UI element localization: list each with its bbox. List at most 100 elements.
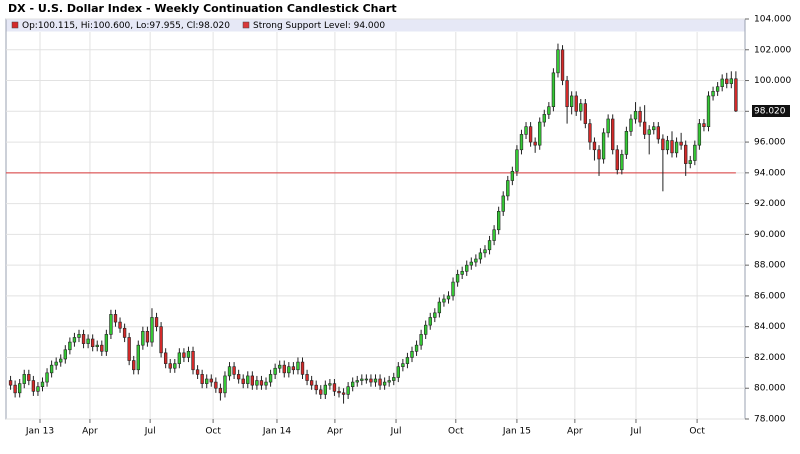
candle-body (592, 141, 597, 151)
candle-body (378, 378, 382, 386)
y-tick-label: 80.000 (754, 384, 786, 394)
candle-body (478, 252, 483, 260)
candle-body (387, 380, 391, 383)
candle-body (565, 80, 569, 107)
candle-body (250, 375, 255, 386)
candle-body (684, 144, 688, 164)
candle-body (647, 129, 651, 135)
candle-body (282, 364, 286, 374)
candle-body (236, 374, 241, 380)
candle-body (360, 378, 364, 381)
candle-body (583, 103, 588, 124)
candle-body (656, 126, 660, 140)
candle-body (556, 49, 560, 74)
candle-body (474, 258, 478, 263)
legend-swatch (11, 21, 19, 29)
candle-body (615, 149, 619, 171)
candle-body (346, 386, 350, 395)
candle-body (300, 361, 305, 375)
y-tick-label: 82.000 (754, 353, 786, 363)
candle-body (273, 367, 277, 375)
candle-body (100, 344, 104, 352)
candle-body (547, 106, 551, 115)
candle-body (451, 281, 455, 297)
candle-body (638, 111, 642, 123)
x-tick-label: Oct (689, 427, 705, 437)
candle-body (328, 383, 332, 386)
candle-body (392, 377, 396, 381)
candle-body (560, 49, 565, 81)
x-tick-label: Oct (205, 427, 221, 437)
candle-body (341, 392, 346, 395)
candle-body (40, 381, 45, 387)
candle-body (501, 195, 505, 212)
candle-body (95, 344, 99, 347)
candle-body (679, 141, 683, 146)
candle-body (241, 378, 245, 384)
candle-body (674, 141, 679, 154)
candle-body (54, 361, 58, 366)
candle-body (601, 132, 606, 160)
candle-body (469, 261, 473, 266)
candle-body (428, 317, 432, 326)
y-tick-label: 88.000 (754, 261, 786, 271)
candle-body (401, 363, 405, 367)
candle-body (268, 374, 273, 383)
candle-body (382, 381, 387, 386)
x-tick-label: Oct (448, 427, 464, 437)
candle-body (715, 86, 720, 92)
legend-label: Op:100.115, Hi:100.600, Lo:97.955, Cl:98… (22, 21, 230, 31)
candle-body (524, 126, 528, 135)
candle-body (670, 140, 674, 154)
candle-body (410, 351, 414, 358)
candle-body (446, 295, 451, 300)
legend-swatch (242, 21, 250, 29)
candle-body (36, 386, 40, 392)
candle-body (369, 378, 373, 383)
candle-body (45, 372, 49, 383)
candle-body (419, 334, 423, 346)
x-tick-label: Jan 13 (25, 427, 54, 437)
candle-body (652, 126, 656, 131)
candle-body (205, 378, 209, 384)
candle-body (278, 364, 282, 369)
candle-body (31, 380, 36, 392)
candle-body (351, 381, 355, 387)
candle-body (159, 326, 163, 354)
candle-body (611, 118, 615, 151)
plot-area (5, 18, 746, 420)
candle-body (8, 380, 13, 386)
y-tick-label: 86.000 (754, 291, 786, 301)
candle-body (455, 274, 460, 283)
candle-body (72, 337, 77, 343)
y-tick-label: 78.000 (754, 415, 786, 425)
candle-body (86, 338, 90, 344)
legend-label: Strong Support Level: 94.000 (253, 21, 385, 31)
x-tick-label: Jul (390, 427, 402, 437)
candle-body (706, 95, 711, 127)
candle-body (465, 264, 469, 272)
candle-body (506, 180, 510, 197)
candle-body (223, 375, 227, 394)
candle-body (551, 72, 556, 107)
candle-body (697, 123, 702, 146)
candle-body (442, 298, 446, 303)
candle-body (13, 384, 17, 394)
x-tick-label: Jan 15 (502, 427, 531, 437)
candle-body (195, 369, 200, 375)
candle-body (305, 374, 309, 381)
candle-body (492, 229, 496, 241)
candle-body (168, 363, 172, 369)
candle-body (414, 344, 419, 352)
candle-body (127, 337, 131, 361)
y-tick-label: 100.000 (754, 76, 791, 86)
candle-body (629, 118, 633, 132)
candle-body (515, 149, 519, 172)
candle-body (255, 380, 259, 386)
y-tick-label: 92.000 (754, 199, 786, 209)
candle-body (150, 317, 154, 343)
last-price-label: 98.020 (754, 107, 786, 117)
candle-body (533, 141, 537, 146)
candle-body (27, 374, 31, 381)
